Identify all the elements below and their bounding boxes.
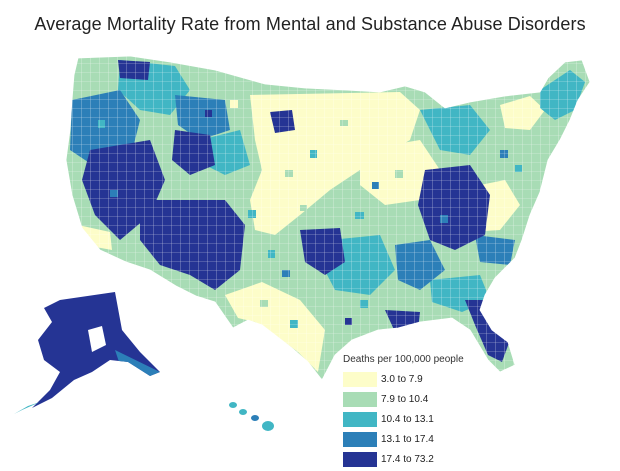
- legend-swatch: [343, 452, 377, 467]
- alaska-aleutians: [14, 402, 40, 414]
- legend-swatch: [343, 412, 377, 427]
- legend-item: 10.4 to 13.1: [343, 411, 503, 428]
- hawaii-island: [229, 402, 237, 408]
- alaska: [32, 292, 160, 408]
- legend-label: 13.1 to 17.4: [381, 434, 434, 445]
- legend-label: 7.9 to 10.4: [381, 394, 429, 405]
- legend-item: 3.0 to 7.9: [343, 371, 503, 388]
- legend-swatch: [343, 392, 377, 407]
- map-title: Average Mortality Rate from Mental and S…: [34, 14, 586, 34]
- contiguous-us: [66, 56, 590, 380]
- alaska-fill: [32, 292, 160, 408]
- legend-item: 13.1 to 17.4: [343, 431, 503, 448]
- hawaii-island: [262, 421, 274, 431]
- legend: Deaths per 100,000 people 3.0 to 7.9 7.9…: [343, 354, 503, 471]
- legend-swatch: [343, 432, 377, 447]
- hawaii-island: [239, 409, 247, 415]
- legend-item: 7.9 to 10.4: [343, 391, 503, 408]
- legend-title: Deaths per 100,000 people: [343, 354, 464, 365]
- legend-label: 3.0 to 7.9: [381, 374, 423, 385]
- county-borders: [66, 56, 590, 380]
- alaska-white-area: [88, 326, 106, 352]
- legend-label: 10.4 to 13.1: [381, 414, 434, 425]
- legend-swatch: [343, 372, 377, 387]
- alaska-panhandle: [115, 350, 160, 378]
- legend-label: 17.4 to 73.2: [381, 454, 434, 465]
- hawaii-island: [251, 415, 259, 421]
- hawaii: [229, 402, 274, 431]
- legend-item: 17.4 to 73.2: [343, 451, 503, 468]
